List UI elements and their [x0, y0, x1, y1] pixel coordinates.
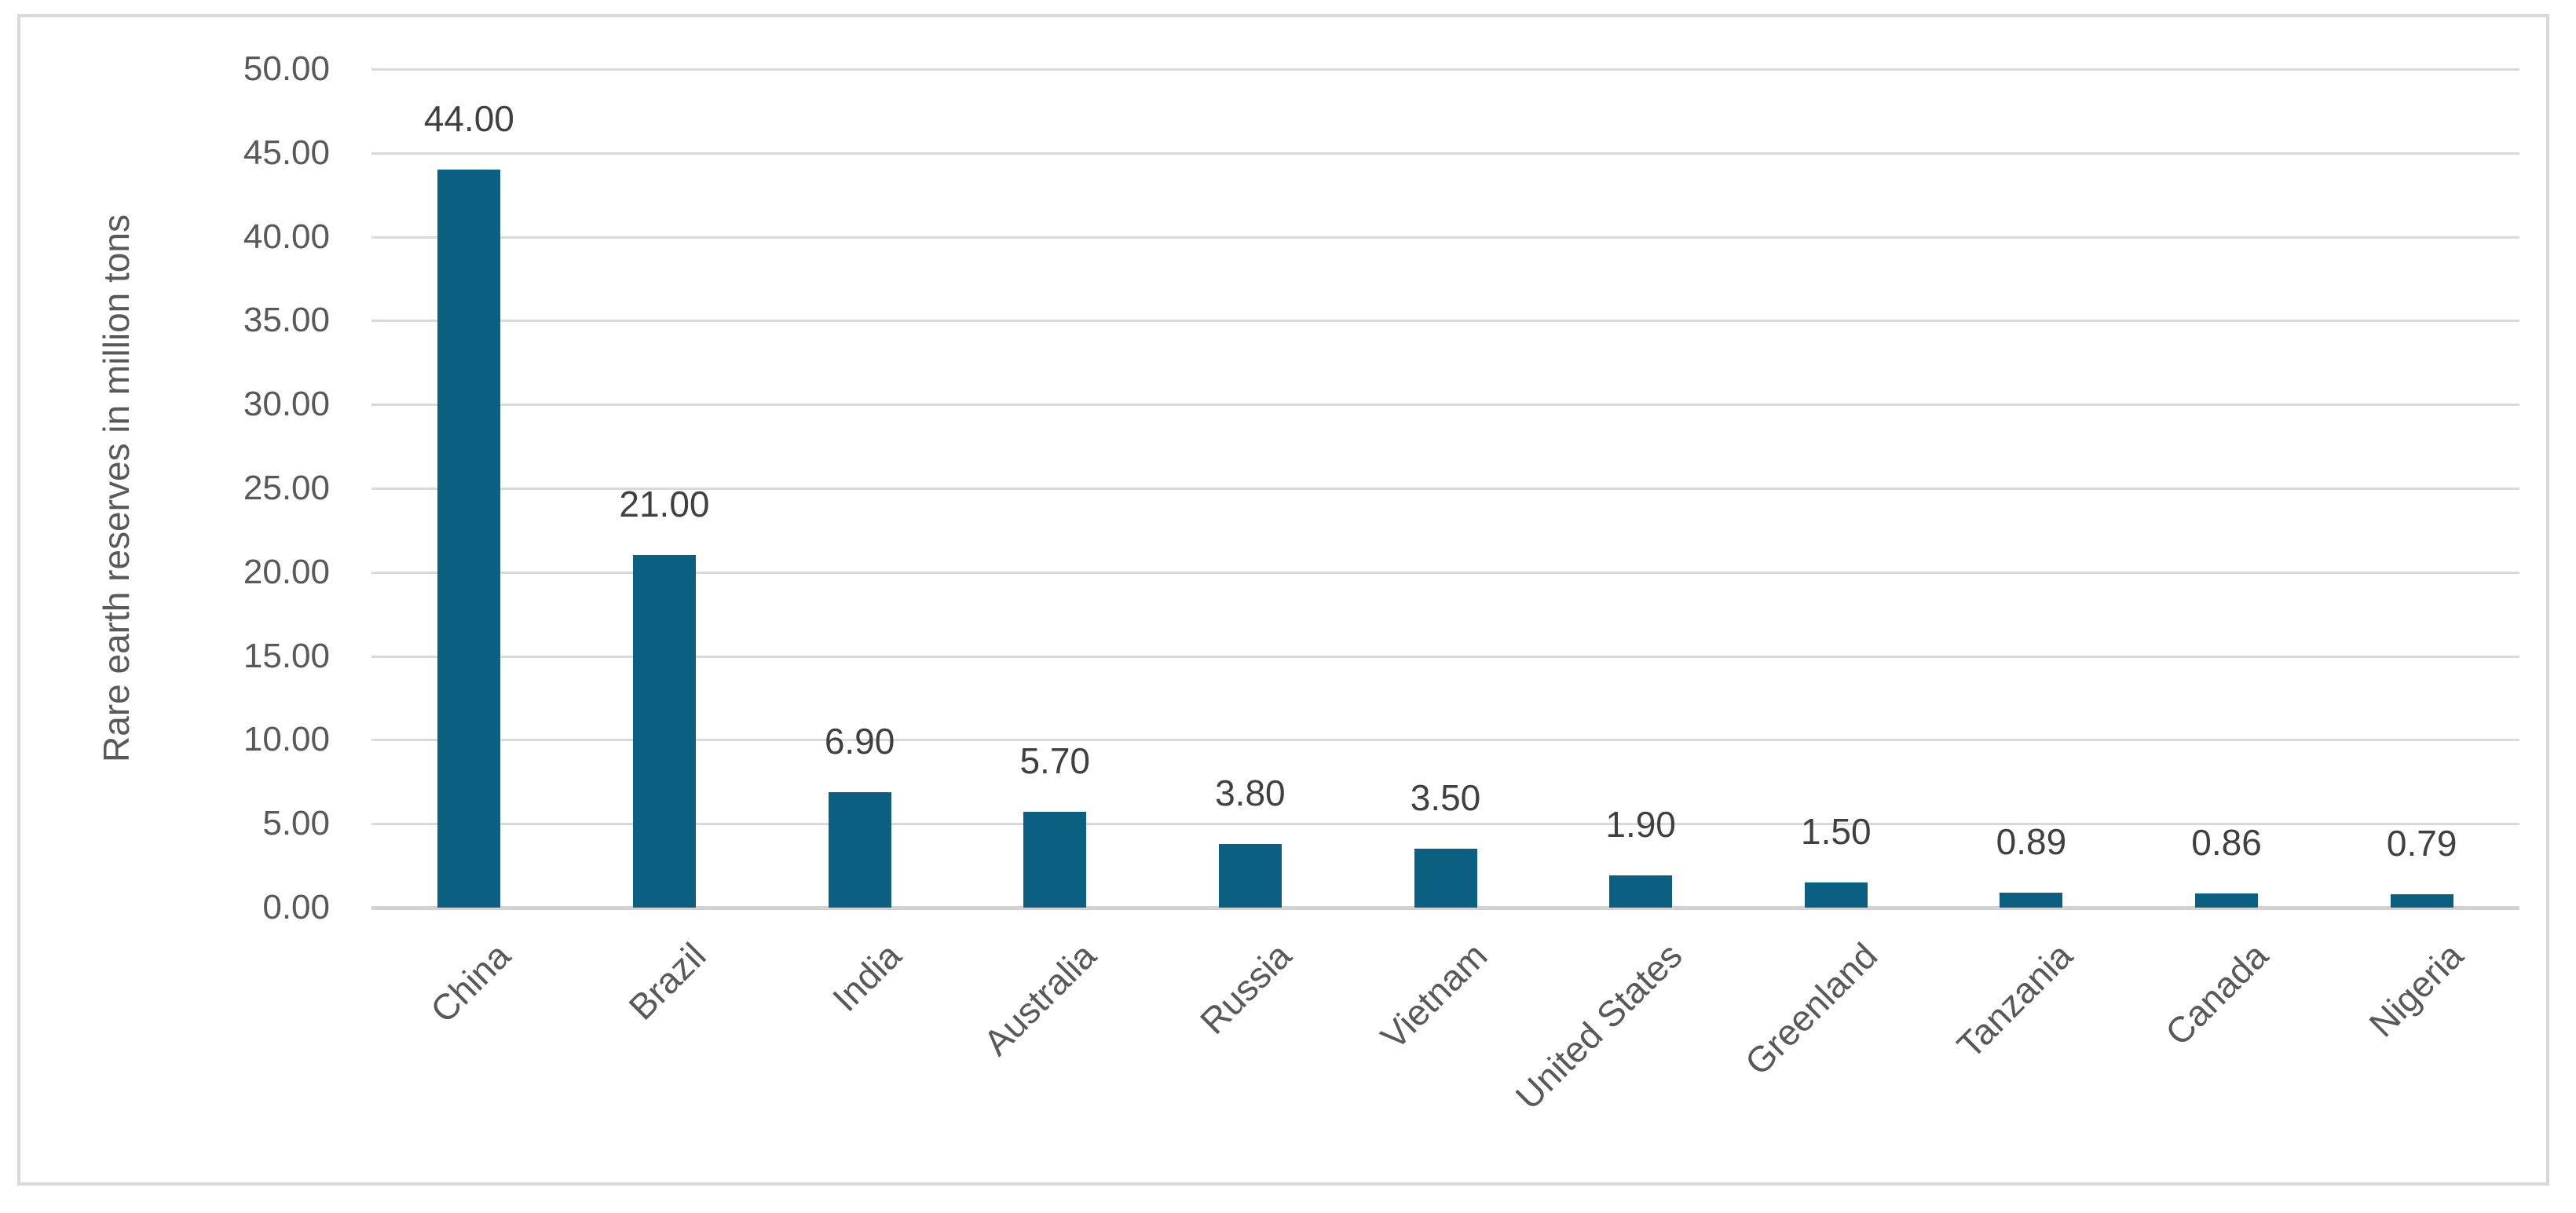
gridline — [371, 152, 2519, 155]
y-axis-tick-label: 45.00 — [243, 133, 330, 172]
bar-value-label: 6.90 — [824, 720, 895, 762]
gridline — [371, 823, 2519, 826]
y-axis-tick-label: 10.00 — [243, 720, 330, 759]
bar-value-label: 44.00 — [423, 98, 514, 140]
bar-brazil — [632, 555, 696, 908]
y-axis-tick-label: 35.00 — [243, 301, 330, 340]
bar-india — [828, 791, 891, 908]
gridline — [371, 320, 2519, 323]
bar-value-label: 0.89 — [1996, 820, 2067, 862]
x-axis-category-label: India — [824, 934, 909, 1020]
y-axis-tick-label: 15.00 — [243, 636, 330, 675]
x-axis-category-label: Tanzania — [1948, 934, 2080, 1066]
x-axis-category-label: Vietnam — [1372, 934, 1495, 1058]
y-axis-tick-label: 40.00 — [243, 217, 330, 256]
chart-frame: Rare earth reserves in million tons 0.00… — [17, 14, 2549, 1186]
bar-russia — [1218, 843, 1282, 908]
x-axis-category-label: China — [423, 934, 518, 1031]
bar-value-label: 1.90 — [1605, 804, 1676, 846]
x-axis-category-label: Brazil — [620, 934, 714, 1028]
x-axis-category-label: Russia — [1192, 934, 1300, 1042]
bar-value-label: 0.86 — [2191, 821, 2262, 863]
gridline — [371, 571, 2519, 574]
y-axis-tick-label: 0.00 — [262, 888, 330, 926]
bar-nigeria — [2390, 894, 2453, 908]
bar-value-label: 3.80 — [1215, 772, 1286, 813]
gridline — [371, 68, 2519, 71]
bar-australia — [1023, 812, 1087, 908]
bar-value-label: 0.79 — [2386, 823, 2457, 864]
bar-canada — [2195, 893, 2259, 908]
bar-value-label: 21.00 — [619, 484, 710, 525]
bar-value-label: 3.50 — [1410, 777, 1481, 819]
gridline — [371, 236, 2519, 239]
y-axis-tick-label: 5.00 — [262, 804, 330, 843]
bar-tanzania — [2000, 892, 2063, 908]
x-axis-category-label: Nigeria — [2361, 934, 2472, 1045]
gridline — [371, 739, 2519, 742]
bar-value-label: 5.70 — [1019, 740, 1090, 782]
x-axis-category-label: Greenland — [1736, 934, 1886, 1083]
x-axis-category-label: United States — [1507, 934, 1690, 1117]
gridline — [371, 404, 2519, 407]
bar-china — [437, 170, 501, 908]
x-axis-line — [371, 906, 2519, 910]
gridline — [371, 488, 2519, 490]
y-axis-tick-label: 20.00 — [243, 552, 330, 591]
bar-greenland — [1804, 882, 1868, 908]
gridline — [371, 655, 2519, 658]
x-axis-category-label: Canada — [2157, 934, 2276, 1054]
y-axis-tick-label: 50.00 — [243, 49, 330, 88]
bar-value-label: 1.50 — [1801, 810, 1872, 852]
y-axis-tick-label: 25.00 — [243, 469, 330, 507]
x-axis-category-label: Australia — [975, 934, 1104, 1064]
bar-united-states — [1609, 875, 1673, 908]
y-axis-tick-label: 30.00 — [243, 385, 330, 424]
bar-vietnam — [1414, 849, 1477, 908]
